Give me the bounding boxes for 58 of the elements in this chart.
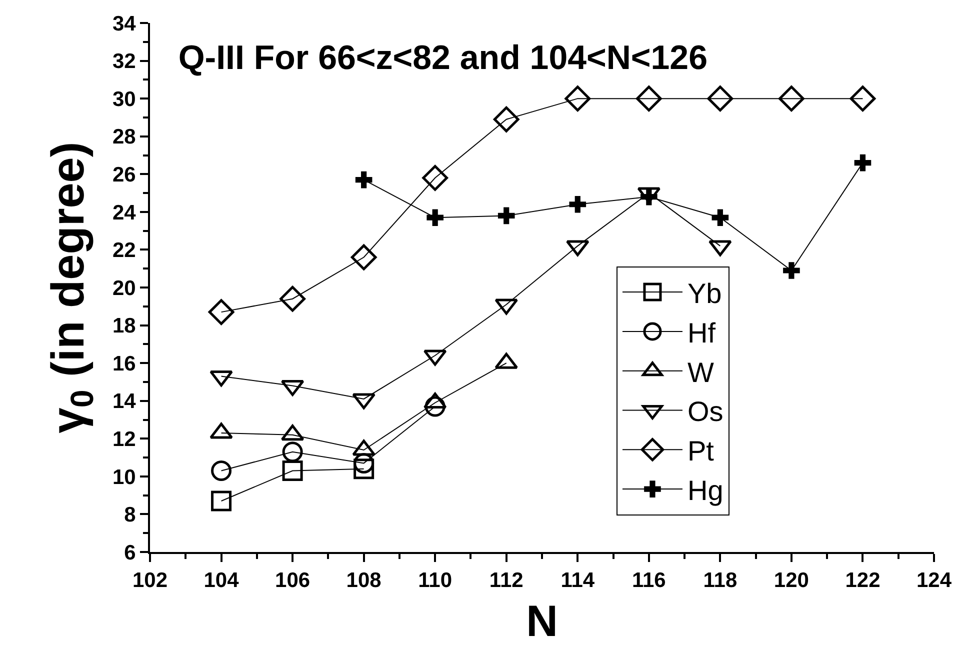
x-tick-label: 104 bbox=[204, 569, 240, 592]
point bbox=[564, 86, 591, 112]
y-tick-label: 24 bbox=[112, 201, 136, 224]
y-tick-label: 8 bbox=[124, 504, 136, 527]
point bbox=[493, 106, 520, 132]
point bbox=[282, 442, 303, 462]
x-tick-label: 122 bbox=[845, 569, 880, 592]
point bbox=[280, 286, 306, 312]
y-tick-label: 16 bbox=[112, 352, 136, 376]
point bbox=[640, 188, 658, 206]
point bbox=[282, 460, 303, 482]
x-tick-label: 118 bbox=[703, 569, 738, 592]
point bbox=[208, 299, 234, 326]
x-axis-title: N bbox=[526, 597, 558, 646]
y-tick-label: 6 bbox=[124, 541, 136, 564]
x-tick-label: 102 bbox=[132, 569, 168, 592]
x-tick-label: 108 bbox=[346, 569, 382, 592]
x-tick-label: 116 bbox=[632, 569, 666, 592]
point bbox=[712, 209, 729, 226]
point bbox=[422, 164, 448, 191]
y-tick-label: 34 bbox=[112, 12, 136, 36]
point bbox=[854, 154, 872, 172]
legend-label: Hg bbox=[687, 474, 724, 506]
point bbox=[636, 86, 662, 112]
point bbox=[211, 460, 232, 481]
y-tick-label: 14 bbox=[112, 390, 136, 414]
point bbox=[707, 86, 734, 112]
x-tick-label: 114 bbox=[560, 569, 595, 592]
point bbox=[569, 196, 586, 213]
legend-label: Yb bbox=[687, 278, 722, 309]
y-tick-label: 20 bbox=[112, 276, 136, 300]
y-tick-label: 12 bbox=[112, 428, 136, 451]
point bbox=[354, 458, 374, 480]
point bbox=[211, 490, 232, 512]
y-tick-label: 22 bbox=[112, 239, 136, 262]
x-tick-label: 120 bbox=[774, 569, 809, 592]
y-tick-label: 32 bbox=[112, 50, 136, 74]
y-tick-label: 28 bbox=[112, 126, 136, 149]
point bbox=[783, 262, 800, 279]
point bbox=[850, 86, 876, 112]
legend-label: Hf bbox=[687, 317, 716, 348]
text: Q-III For 66<z<82 and 104<N<126 bbox=[178, 39, 708, 78]
x-tick-label: 112 bbox=[489, 569, 524, 592]
y-tick-label: 18 bbox=[112, 314, 136, 338]
y-tick-label: 30 bbox=[112, 88, 136, 111]
x-tick-label: 110 bbox=[418, 569, 452, 592]
y-tick-label: 26 bbox=[112, 163, 136, 186]
point bbox=[778, 86, 804, 112]
x-tick-label: 124 bbox=[916, 569, 952, 592]
point bbox=[350, 244, 377, 270]
legend-label: Pt bbox=[687, 436, 714, 467]
point bbox=[355, 171, 372, 188]
legend-label: W bbox=[687, 356, 714, 388]
y-tick-label: 10 bbox=[112, 466, 136, 489]
point bbox=[498, 207, 515, 224]
point bbox=[426, 209, 444, 226]
legend-label: Os bbox=[687, 396, 724, 428]
x-tick-label: 106 bbox=[275, 569, 310, 592]
